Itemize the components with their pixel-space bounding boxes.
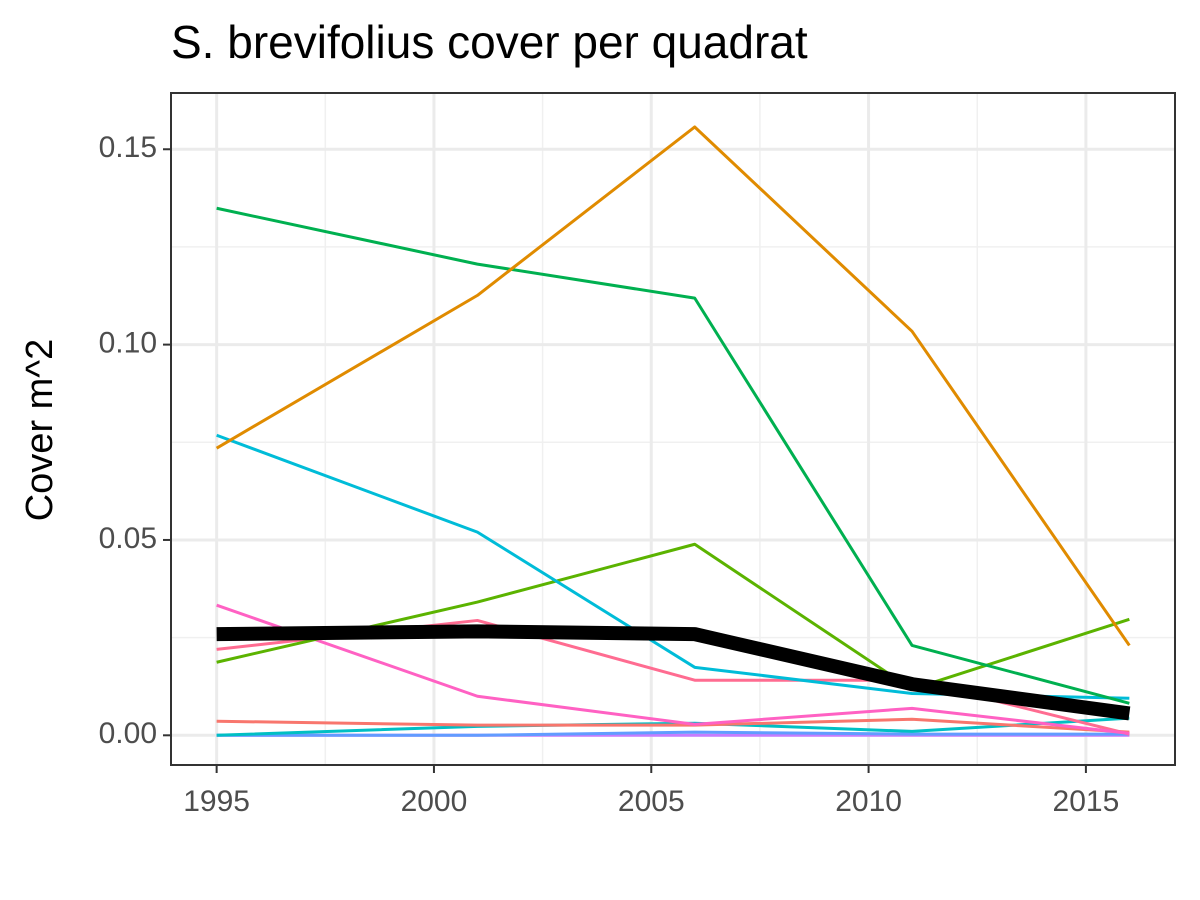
series-line xyxy=(215,125,1131,647)
y-tick-label: 0.05 xyxy=(99,522,157,555)
plot-border xyxy=(170,92,1176,766)
y-tick-label: 0.15 xyxy=(99,131,157,164)
x-tick-label: 2005 xyxy=(618,785,685,818)
x-tick-label: 2015 xyxy=(1053,785,1120,818)
y-axis-title: Cover m^2 xyxy=(19,339,61,522)
y-tick-label: 0.10 xyxy=(99,327,157,360)
chart-title: S. brevifolius cover per quadrat xyxy=(171,16,808,68)
x-tick-label: 2000 xyxy=(401,785,468,818)
series-line xyxy=(216,730,1130,737)
series-line xyxy=(216,603,1130,735)
series-line xyxy=(216,624,1131,721)
y-tick-label: 0.00 xyxy=(99,717,157,750)
x-tick-label: 2010 xyxy=(835,785,902,818)
series-line xyxy=(216,433,1130,700)
series-line xyxy=(216,206,1130,705)
x-tick-label: 1995 xyxy=(183,785,250,818)
